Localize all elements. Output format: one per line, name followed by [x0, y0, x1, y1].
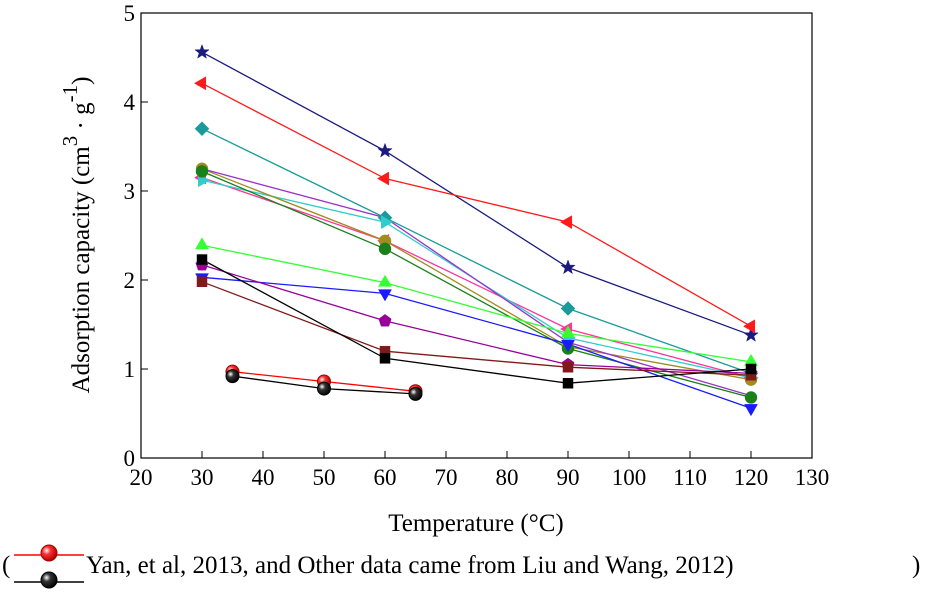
x-tick-label: 60 — [374, 465, 397, 490]
data-point — [743, 326, 759, 342]
x-tick-label: 120 — [734, 465, 769, 490]
series-line-7 — [201, 168, 752, 397]
data-point — [377, 142, 393, 158]
data-point — [561, 325, 575, 338]
data-point — [745, 363, 757, 375]
y-axis: 0 1 2 3 4 5 — [124, 1, 148, 471]
data-point — [378, 289, 392, 302]
y-axis-label-sup1: 3 — [58, 136, 82, 147]
x-axis-label: Temperature (°C) — [388, 510, 564, 537]
data-point — [193, 76, 207, 91]
x-tick-label: 70 — [435, 465, 458, 490]
series-markers — [193, 43, 759, 417]
data-point — [225, 369, 240, 384]
data-point — [195, 165, 209, 178]
legend-black-sphere-icon — [40, 571, 58, 589]
series-line-11 — [201, 281, 752, 376]
legend-symbols — [14, 544, 84, 589]
x-tick-label: 100 — [612, 465, 647, 490]
data-point — [744, 404, 758, 417]
y-axis-label-main: Adsorption capacity (cm — [68, 146, 95, 394]
data-point — [195, 237, 209, 250]
x-tick-label: 80 — [496, 465, 519, 490]
y-tick-label: 4 — [124, 90, 136, 115]
y-tick-label: 3 — [124, 179, 136, 204]
series-line-10 — [201, 264, 752, 375]
data-point — [408, 386, 423, 401]
legend-red-sphere-icon — [40, 544, 58, 562]
x-tick-label: 20 — [130, 465, 153, 490]
series-line-1 — [201, 82, 752, 327]
data-point — [562, 361, 574, 373]
y-axis-label-mid: · g — [68, 102, 95, 136]
data-point — [196, 254, 208, 265]
series-line-3 — [201, 176, 752, 379]
data-point — [378, 242, 392, 256]
series-line-8 — [201, 244, 752, 363]
data-point — [376, 171, 390, 186]
x-tick-label: 110 — [673, 465, 707, 490]
data-point — [378, 314, 392, 327]
series-line-5 — [201, 168, 752, 381]
data-point — [560, 301, 576, 316]
y-axis-label: Adsorption capacity (cm3 · g-1) — [58, 77, 95, 394]
adsorption-chart: 20 30 40 50 60 70 80 90 100 110 120 130 0 1 2 3 4 5 Temp… — [58, 1, 830, 537]
x-axis: 20 30 40 50 60 70 80 90 100 110 120 130 — [130, 451, 830, 490]
series-line-0 — [201, 51, 752, 336]
series-lines — [201, 51, 752, 409]
data-point — [379, 353, 391, 364]
x-tick-label: 50 — [313, 465, 336, 490]
data-point — [194, 43, 210, 59]
legend-close-paren: ) — [912, 552, 921, 579]
x-tick-label: 40 — [252, 465, 275, 490]
y-axis-label-end: ) — [68, 77, 95, 85]
data-point — [194, 121, 210, 137]
series-line-12 — [201, 258, 752, 384]
legend: ( Yan, et al, 2013, and Other data came … — [0, 540, 931, 590]
data-point — [196, 276, 208, 288]
data-point — [559, 215, 573, 230]
data-point — [562, 377, 574, 389]
plot-frame — [140, 12, 813, 459]
y-axis-label-sup2: -1 — [58, 85, 82, 103]
data-point — [317, 381, 331, 396]
series-line-2 — [201, 128, 752, 375]
data-point — [742, 319, 756, 334]
data-point — [378, 274, 392, 287]
data-point — [381, 215, 394, 230]
x-tick-label: 30 — [191, 465, 214, 490]
legend-open-paren: ( — [2, 552, 11, 579]
x-tick-label: 130 — [795, 465, 830, 490]
series-line-6 — [201, 170, 752, 399]
data-point — [561, 340, 575, 353]
y-tick-label: 1 — [124, 357, 136, 382]
y-tick-label: 0 — [124, 446, 136, 471]
y-tick-label: 2 — [124, 268, 136, 293]
data-point — [744, 391, 758, 404]
legend-text: Yan, et al, 2013, and Other data came fr… — [86, 552, 734, 579]
y-tick-label: 5 — [124, 1, 136, 26]
x-tick-label: 90 — [557, 465, 580, 490]
data-point — [560, 259, 576, 275]
